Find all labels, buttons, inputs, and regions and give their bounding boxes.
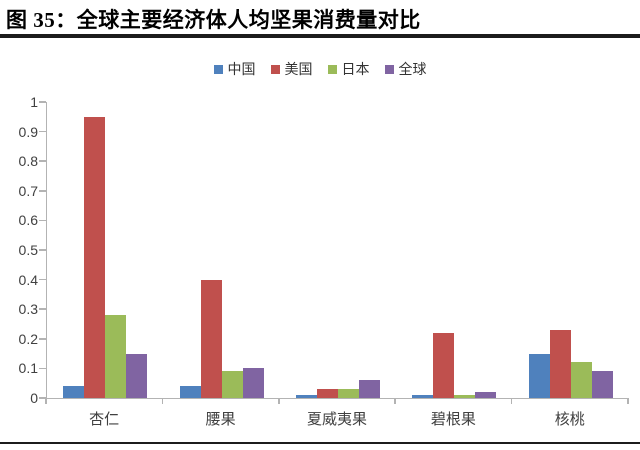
bar-美国-腰果 [200,280,222,398]
y-axis-tick [39,397,46,399]
y-axis-tick [39,219,46,222]
bar-日本-腰果 [221,371,243,398]
bar-全球-腰果 [242,368,264,398]
bar-全球-杏仁 [126,354,148,398]
x-axis-category-label: 腰果 [205,411,236,428]
bar-全球-碧根果 [475,392,497,398]
bar-美国-碧根果 [433,333,455,398]
bar-美国-杏仁 [84,117,106,398]
legend-swatch [384,64,394,74]
legend-label: 中国 [227,61,256,77]
y-axis-tick [39,338,46,340]
x-axis-tick [45,399,47,404]
bar-group-2 [280,102,396,398]
legend-item-1: 美国 [270,59,313,79]
x-axis-category-label: 碧根果 [430,411,476,428]
y-axis-tick [39,160,46,162]
legend-label: 日本 [341,61,370,77]
bar-group-1 [163,102,279,398]
y-axis-tick-label: 0.2 [18,330,38,347]
y-axis-tick-label: 0.6 [18,212,38,229]
legend-item-3: 全球 [384,59,427,79]
y-axis-tick [39,190,46,192]
bar-全球-夏威夷果 [359,380,381,398]
bar-中国-核桃 [528,354,550,398]
bar-日本-夏威夷果 [338,389,360,398]
y-axis-tick [39,130,46,133]
title-underline [0,34,640,38]
bar-美国-夏威夷果 [317,389,339,398]
y-axis-tick-label: 0.5 [18,242,38,258]
bar-日本-碧根果 [454,395,476,398]
bar-group-4 [513,102,629,398]
legend-item-2: 日本 [327,59,370,79]
x-axis-tick [510,399,513,404]
y-axis-tick-label: 0.8 [18,153,38,170]
bar-日本-核桃 [570,362,592,398]
y-axis-tick [39,367,46,370]
bar-group-0 [47,102,163,398]
legend-label: 美国 [284,61,313,77]
bar-中国-腰果 [179,386,201,398]
y-axis-tick [39,308,46,310]
bar-中国-夏威夷果 [296,395,318,398]
legend-item-0: 中国 [213,59,256,79]
x-axis-category-label: 杏仁 [89,411,120,428]
bar-中国-杏仁 [63,386,85,398]
x-axis-category-label: 核桃 [554,411,585,428]
plot-area [46,102,629,399]
bar-全球-核桃 [591,371,613,398]
legend-swatch [270,64,280,74]
x-axis-tick [161,399,164,404]
x-axis-tick [394,399,396,404]
chart-legend: 中国 美国 日本 全球 [0,61,640,77]
y-axis-tick-label: 0.9 [18,123,38,140]
bar-日本-杏仁 [105,315,127,398]
y-axis-tick [39,249,46,251]
legend-swatch [213,64,223,74]
x-axis-tick [627,399,629,404]
legend-swatch [327,64,337,74]
y-axis-tick-label: 0.3 [18,301,38,318]
x-axis-tick [278,399,280,404]
figure-title: 图 35：全球主要经济体人均坚果消费量对比 [6,8,421,32]
y-axis-tick-label: 0 [30,390,38,406]
legend-label: 全球 [398,61,427,77]
y-axis-tick-label: 0.1 [18,360,38,377]
y-axis-tick-label: 0.4 [18,271,38,288]
y-axis-tick [39,278,46,281]
y-axis-tick [39,101,46,103]
bar-美国-核桃 [549,330,571,398]
bar-中国-碧根果 [412,395,434,398]
bottom-rule [0,442,640,444]
x-axis-category-label: 夏威夷果 [306,411,368,428]
bar-group-3 [396,102,512,398]
y-axis-tick-label: 0.7 [18,182,38,199]
y-axis-tick-label: 1 [30,94,38,110]
